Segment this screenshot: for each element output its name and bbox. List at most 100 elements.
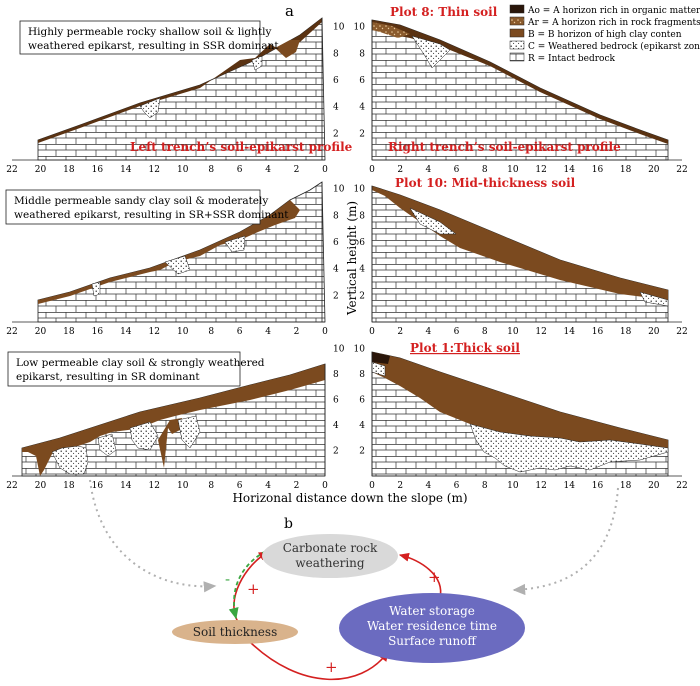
- soil-layer-A: [372, 20, 668, 144]
- title-left-row3-line1: Low permeable clay soil & strongly weath…: [16, 357, 265, 369]
- soil-pocket-B: [275, 40, 300, 58]
- y-tick-left-row3: 10: [333, 344, 345, 354]
- x-tick-left-row3: 8: [208, 481, 214, 491]
- soil-layer-Ar: [372, 22, 410, 38]
- x-tick-left-row2: 18: [63, 327, 75, 337]
- x-tick-right-row2: 14: [564, 327, 576, 337]
- y-tick-left-row1: 2: [333, 129, 339, 139]
- x-tick-left-row3: 14: [120, 481, 132, 491]
- title-left-row2-line1: Middle permeable sandy clay soil & moder…: [14, 195, 268, 207]
- plot-label-right-row2: Plot 10: Mid-thickness soil: [395, 176, 576, 190]
- x-tick-right-row3: 22: [676, 481, 687, 491]
- y-tick-right-row2: 2: [359, 291, 365, 301]
- x-tick-right-row1: 6: [454, 165, 460, 175]
- x-tick-left-row1: 10: [177, 165, 189, 175]
- epikarst-C: [164, 255, 191, 275]
- y-tick-right-row3: 4: [359, 421, 365, 431]
- legend-item-r: R = Intact bedrock: [528, 54, 616, 64]
- y-tick-left-row2: 10: [333, 185, 345, 195]
- water-to-weathering-arrow: [398, 552, 442, 599]
- x-tick-right-row2: 0: [369, 327, 375, 337]
- x-tick-left-row1: 8: [208, 165, 214, 175]
- x-tick-right-row1: 4: [425, 165, 431, 175]
- legend-item-ao: Ao = A horizon rich in organic matter: [527, 6, 700, 16]
- legend-swatch-ar: [509, 16, 525, 26]
- sign-plus-soil-water: +: [325, 658, 338, 676]
- x-tick-right-row1: 16: [592, 165, 604, 175]
- x-tick-left-row2: 20: [35, 327, 47, 337]
- legend-item-ar: Ar = A horizon rich in rock fragments: [527, 18, 700, 28]
- y-tick-right-row1: 8: [359, 49, 365, 59]
- x-tick-left-row2: 6: [237, 327, 243, 337]
- soil-layer-A: [38, 18, 322, 143]
- legend-item-b: B = B horizon of high clay conten: [528, 30, 682, 40]
- x-tick-left-row2: 14: [120, 327, 132, 337]
- legend-item-c: C = Weathered bedrock (epikarst zone): [528, 41, 700, 52]
- legend-swatch-ao: [509, 4, 525, 14]
- y-tick-right-row1: 6: [359, 76, 365, 86]
- left-profile-row3: [21, 363, 326, 477]
- x-tick-right-row2: 16: [592, 327, 604, 337]
- y-tick-right-row3: 6: [359, 395, 365, 405]
- plot-label-right-row1: Plot 8: Thin soil: [390, 5, 498, 19]
- y-tick-left-row1: 6: [333, 76, 339, 86]
- title-box-left-row1: [19, 20, 261, 55]
- epikarst-C: [51, 445, 89, 475]
- epikarst-C: [139, 97, 161, 119]
- x-tick-right-row1: 12: [535, 165, 546, 175]
- epikarst-C: [251, 55, 263, 71]
- x-tick-left-row3: 20: [35, 481, 47, 491]
- connector-right-arrow: [512, 487, 619, 596]
- legend-swatch-r: [509, 52, 525, 62]
- x-tick-left-row1: 0: [322, 165, 328, 175]
- node-soil-thickness: [172, 620, 298, 644]
- left-profile-row1: [37, 17, 326, 161]
- y-tick-right-row3: 8: [359, 370, 365, 380]
- x-tick-right-row2: 20: [648, 327, 660, 337]
- x-tick-left-row2: 0: [322, 327, 328, 337]
- node-water-line3: Surface runoff: [388, 634, 477, 648]
- plot-label-right-row3: Plot 1:Thick soil: [410, 341, 520, 355]
- soil-layer-B: [22, 364, 325, 476]
- x-tick-right-row1: 14: [564, 165, 576, 175]
- x-tick-right-row2: 12: [535, 327, 546, 337]
- legend: Ao = A horizon rich in organic matter Ar…: [509, 4, 700, 64]
- soil-to-water-arrow: [249, 641, 389, 681]
- x-tick-right-row1: 22: [676, 165, 687, 175]
- title-box-left-row3: [7, 351, 241, 387]
- y-tick-left-row2: 2: [333, 291, 339, 301]
- x-tick-left-row1: 22: [6, 165, 17, 175]
- y-tick-left-row3: 8: [333, 370, 339, 380]
- right-profile-row1: [371, 19, 669, 161]
- panel-a-label: a: [285, 2, 294, 20]
- connector-left-arrow: [89, 479, 217, 593]
- x-tick-left-row2: 16: [92, 327, 104, 337]
- title-left-row1-line1: Highly permeable rocky shallow soil & li…: [28, 26, 271, 38]
- x-tick-left-row1: 16: [92, 165, 104, 175]
- y-tick-right-row2: 8: [359, 211, 365, 221]
- x-tick-left-row1: 12: [149, 165, 160, 175]
- x-tick-left-row2: 2: [294, 327, 300, 337]
- y-tick-right-row1: 2: [359, 129, 365, 139]
- x-tick-left-row3: 16: [92, 481, 104, 491]
- x-tick-right-row3: 18: [620, 481, 632, 491]
- node-carbonate-weathering: [262, 534, 398, 578]
- node-carbonate-line1: Carbonate rock: [283, 541, 378, 555]
- x-tick-left-row3: 22: [6, 481, 17, 491]
- x-tick-right-row2: 4: [425, 327, 431, 337]
- x-tick-right-row3: 6: [454, 481, 460, 491]
- x-tick-right-row2: 8: [482, 327, 488, 337]
- y-tick-right-row3: 10: [354, 344, 366, 354]
- soil-layer-B: [38, 200, 300, 304]
- x-tick-left-row3: 10: [177, 481, 189, 491]
- sign-plus-weathering: +: [247, 580, 260, 598]
- x-tick-left-row2: 22: [6, 327, 17, 337]
- y-axis-label: Vertical height (m): [345, 201, 359, 316]
- x-axis-label: Horizonal distance down the slope (m): [232, 491, 467, 505]
- epikarst-C: [409, 207, 457, 235]
- x-tick-left-row1: 6: [237, 165, 243, 175]
- node-soil-thickness-label: Soil thickness: [193, 625, 277, 639]
- x-tick-right-row2: 10: [507, 327, 519, 337]
- epikarst-C: [469, 423, 669, 473]
- y-tick-right-row2: 10: [354, 185, 366, 195]
